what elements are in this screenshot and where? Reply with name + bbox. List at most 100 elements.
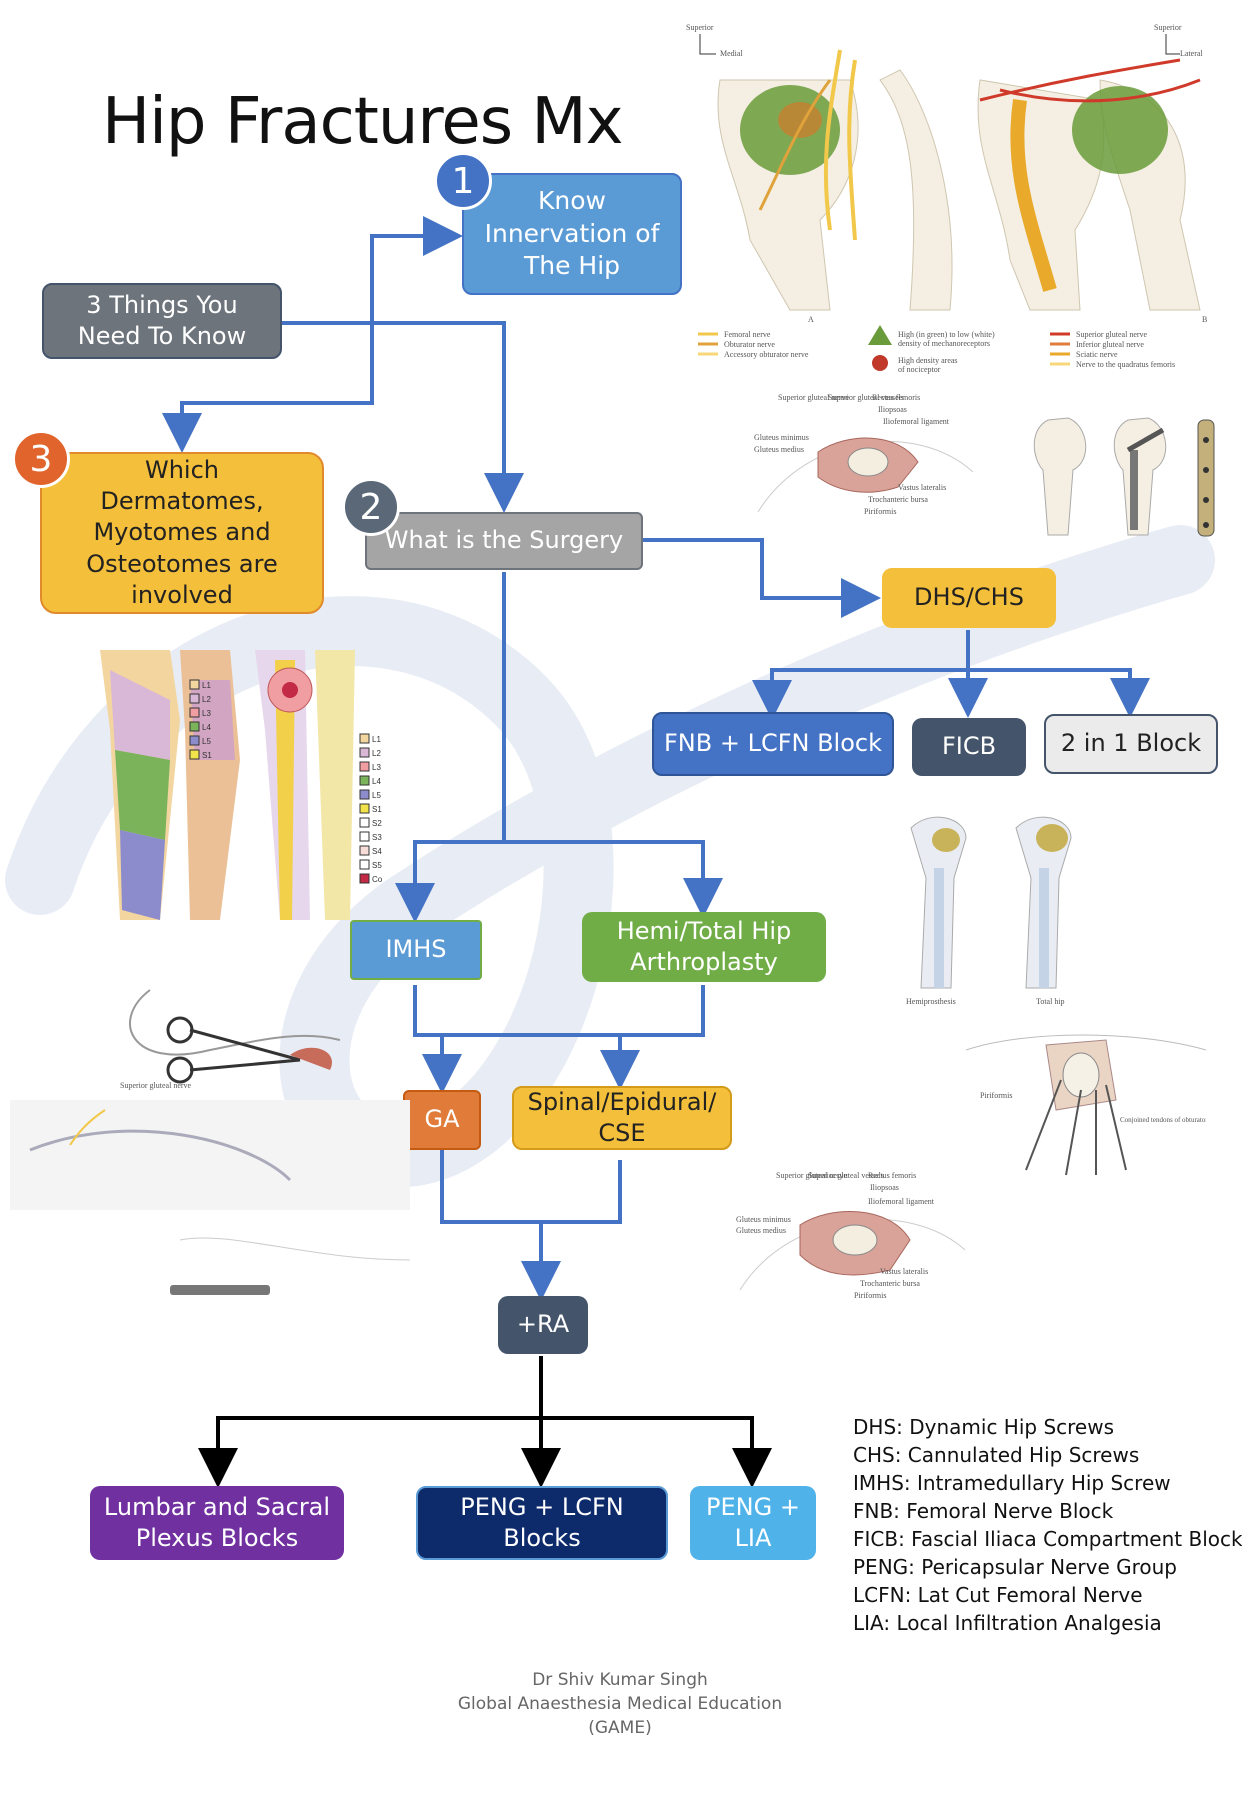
svg-text:S3: S3: [372, 833, 382, 842]
panel-a-label: A: [808, 315, 814, 324]
footer-org: Global Anaesthesia Medical Education: [457, 1694, 783, 1714]
svg-text:Iliofemoral ligament: Iliofemoral ligament: [868, 1197, 935, 1206]
axis-left-side: Medial: [720, 49, 743, 58]
ga-box: GA: [403, 1090, 481, 1150]
dhs-chs-box: DHS/CHS: [882, 568, 1056, 628]
svg-text:L5: L5: [202, 737, 211, 746]
innervation-legend-mid: High (in green) to low (white) density o…: [868, 325, 995, 374]
ra-box: +RA: [498, 1296, 588, 1354]
svg-text:Accessory obturator nerve: Accessory obturator nerve: [724, 350, 809, 359]
svg-text:Inferior gluteal nerve: Inferior gluteal nerve: [1076, 340, 1144, 349]
svg-text:Iliofemoral ligament: Iliofemoral ligament: [883, 417, 950, 426]
dermatome-map-illustration: L1 L2 L3 L4 L5 S1 L1 L2 L3 L4 L5 S1 S2 S…: [100, 650, 383, 920]
svg-text:Superior gluteal nerve: Superior gluteal nerve: [776, 1171, 848, 1180]
abbr-imhs: IMHS: Intramedullary Hip Screw: [853, 1471, 1171, 1495]
innervation-legend-left: Femoral nerve Obturator nerve Accessory …: [698, 330, 809, 359]
svg-text:S4: S4: [372, 847, 382, 856]
posterior-approach-illustration: Piriformis Conjoined tendons of obturato…: [966, 1034, 1206, 1176]
footer-abbr: (GAME): [588, 1718, 652, 1738]
abbr-ficb: FICB: Fascial Iliaca Compartment Block: [853, 1527, 1242, 1551]
axis-right-side: Lateral: [1180, 49, 1203, 58]
svg-text:Gluteus medius: Gluteus medius: [754, 445, 804, 454]
abbr-peng: PENG: Pericapsular Nerve Group: [853, 1555, 1177, 1579]
svg-text:Femoral nerve: Femoral nerve: [724, 330, 771, 339]
peng-lia-box: PENG + LIA: [690, 1486, 816, 1560]
abbreviation-legend: DHS: Dynamic Hip Screws CHS: Cannulated …: [853, 1413, 1242, 1637]
svg-text:L2: L2: [372, 749, 381, 758]
svg-text:L4: L4: [202, 723, 211, 732]
panel-b-label: B: [1202, 315, 1207, 324]
svg-text:Gluteus medius: Gluteus medius: [736, 1226, 786, 1235]
svg-text:High (in green) to low (white): High (in green) to low (white): [898, 330, 995, 339]
spinal-epidural-box: Spinal/Epidural/ CSE: [512, 1086, 732, 1150]
svg-text:Iliopsoas: Iliopsoas: [878, 405, 907, 414]
know-innervation-box: Know Innervation of The Hip: [462, 173, 682, 295]
svg-text:S1: S1: [372, 805, 382, 814]
svg-text:L1: L1: [372, 735, 381, 744]
axis-right-top: Superior: [1154, 23, 1182, 32]
what-surgery-box: What is the Surgery: [365, 512, 643, 570]
abbr-lia: LIA: Local Infiltration Analgesia: [853, 1611, 1162, 1635]
svg-text:S2: S2: [372, 819, 382, 828]
abbr-chs: CHS: Cannulated Hip Screws: [853, 1443, 1140, 1467]
svg-text:Co: Co: [372, 875, 383, 884]
svg-text:Sciatic nerve: Sciatic nerve: [1076, 350, 1118, 359]
badge-two: 2: [342, 478, 400, 536]
page-title: Hip Fractures Mx: [102, 85, 623, 159]
fnb-lcfn-box: FNB + LCFN Block: [652, 712, 894, 776]
fixation-devices-illustration: [1033, 417, 1215, 537]
svg-text:S1: S1: [202, 751, 212, 760]
svg-text:Obturator nerve: Obturator nerve: [724, 340, 775, 349]
badge-one: 1: [434, 152, 492, 210]
footer-author: Dr Shiv Kumar Singh: [532, 1670, 708, 1690]
svg-text:Superior gluteal vessels: Superior gluteal vessels: [828, 393, 904, 402]
hemi-total-box: Hemi/Total Hip Arthroplasty: [582, 912, 826, 982]
svg-text:L5: L5: [372, 791, 381, 800]
svg-text:Piriformis: Piriformis: [854, 1291, 886, 1300]
badge-three: 3: [12, 430, 70, 488]
svg-text:Superior gluteal vessels: Superior gluteal vessels: [808, 1171, 884, 1180]
svg-text:Superior gluteal nerve: Superior gluteal nerve: [1076, 330, 1148, 339]
svg-text:Vastus lateralis: Vastus lateralis: [880, 1267, 928, 1276]
svg-text:Superior gluteal nerve: Superior gluteal nerve: [778, 393, 850, 402]
svg-text:Gluteus minimus: Gluteus minimus: [736, 1215, 791, 1224]
svg-text:High density areas: High density areas: [898, 356, 958, 365]
svg-text:Piriformis: Piriformis: [980, 1091, 1012, 1100]
dermatome-legend-left: L1 L2 L3 L4 L5 S1: [189, 679, 212, 760]
abbr-fnb: FNB: Femoral Nerve Block: [853, 1499, 1114, 1523]
svg-text:Vastus lateralis: Vastus lateralis: [898, 483, 946, 492]
arthroplasty-illustration: Hemiprosthesis Total hip: [906, 816, 1072, 1006]
imhs-box: IMHS: [350, 920, 482, 980]
dermatome-legend-right: L1 L2 L3 L4 L5 S1 S2 S3 S4 S5 Co: [359, 733, 383, 884]
svg-text:Superior gluteal nerve: Superior gluteal nerve: [120, 1081, 192, 1090]
which-dermatomes-box: Which Dermatomes, Myotomes and Osteotome…: [40, 452, 324, 614]
svg-text:Gluteus minimus: Gluteus minimus: [754, 433, 809, 442]
abbr-dhs: DHS: Dynamic Hip Screws: [853, 1415, 1114, 1439]
lateral-approach-illustration: Superior gluteal nerve: [10, 989, 410, 1295]
svg-text:Iliopsoas: Iliopsoas: [870, 1183, 899, 1192]
svg-text:L3: L3: [372, 763, 381, 772]
abbr-lcfn: LCFN: Lat Cut Femoral Nerve: [853, 1583, 1143, 1607]
svg-text:L4: L4: [372, 777, 381, 786]
lumbar-sacral-box: Lumbar and Sacral Plexus Blocks: [90, 1486, 344, 1560]
svg-text:Nerve to the quadratus femoris: Nerve to the quadratus femoris: [1076, 360, 1175, 369]
two-in-one-box: 2 in 1 Block: [1044, 714, 1218, 774]
svg-text:S5: S5: [372, 861, 382, 870]
ficb-box: FICB: [912, 718, 1026, 776]
svg-text:Total hip: Total hip: [1036, 997, 1065, 1006]
innervation-legend-right: Superior gluteal nerve Inferior gluteal …: [1050, 330, 1175, 369]
svg-text:Trochanteric bursa: Trochanteric bursa: [860, 1279, 920, 1288]
axis-left-top: Superior: [686, 23, 714, 32]
peng-lcfn-box: PENG + LCFN Blocks: [416, 1486, 668, 1560]
svg-text:L1: L1: [202, 681, 211, 690]
surgical-approach-illustration-top: Superior gluteal nerve Superior gluteal …: [754, 393, 974, 516]
hip-innervation-illustration: Superior Medial Superior Lateral A B Fem…: [686, 23, 1207, 374]
svg-text:L3: L3: [202, 709, 211, 718]
surgical-approach-illustration-bottom: Superior gluteal nerve Superior gluteal …: [736, 1171, 966, 1300]
three-things-box: 3 Things You Need To Know: [42, 283, 282, 359]
svg-text:Piriformis: Piriformis: [864, 507, 896, 516]
svg-text:Hemiprosthesis: Hemiprosthesis: [906, 997, 956, 1006]
svg-text:Rectus femoris: Rectus femoris: [868, 1171, 916, 1180]
footer-credit: Dr Shiv Kumar Singh Global Anaesthesia M…: [420, 1668, 820, 1740]
